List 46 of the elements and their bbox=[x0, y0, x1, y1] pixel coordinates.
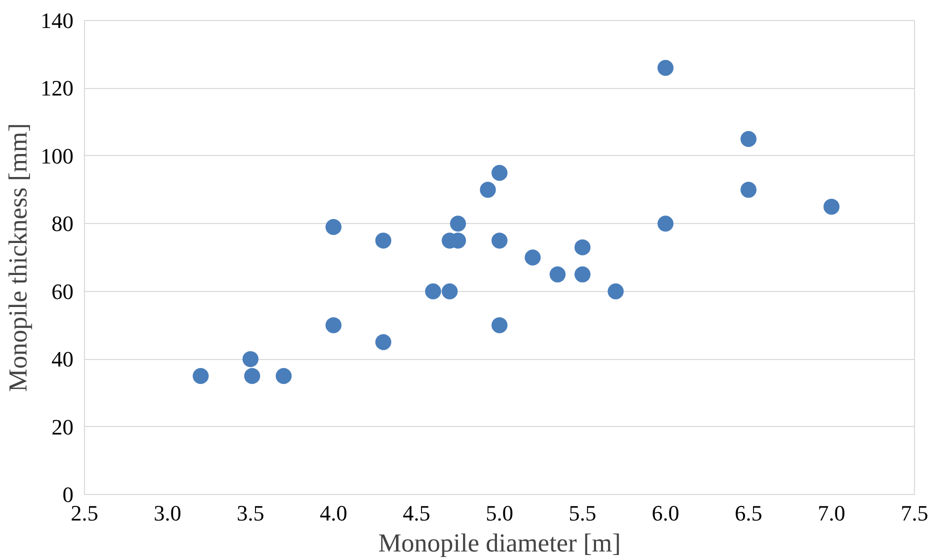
point bbox=[375, 334, 392, 350]
point bbox=[740, 131, 756, 147]
y-tick-label: 60 bbox=[52, 278, 74, 304]
point bbox=[326, 317, 342, 334]
point bbox=[492, 164, 508, 181]
x-tick-label: 4.0 bbox=[320, 500, 348, 526]
point bbox=[550, 266, 566, 282]
point bbox=[242, 351, 258, 368]
point bbox=[375, 232, 392, 249]
x-tick-label: 3.0 bbox=[154, 500, 182, 526]
x-tick-label: 7.0 bbox=[818, 500, 846, 526]
point bbox=[244, 368, 260, 384]
y-axis-title: Monopile thickness [mm] bbox=[4, 123, 32, 392]
x-tick-label: 2.5 bbox=[70, 500, 98, 526]
point bbox=[658, 216, 674, 232]
y-tick-label: 80 bbox=[52, 211, 74, 236]
point bbox=[740, 182, 756, 198]
point bbox=[450, 216, 466, 232]
point bbox=[192, 368, 209, 384]
x-axis-title: Monopile diameter [m] bbox=[378, 528, 621, 558]
x-tick-label: 6.5 bbox=[734, 500, 762, 526]
x-tick-label: 5.0 bbox=[486, 500, 514, 526]
y-tick-label: 40 bbox=[52, 346, 74, 372]
x-tick-label: 6.0 bbox=[652, 500, 680, 526]
y-tick-label: 120 bbox=[40, 76, 74, 101]
point bbox=[480, 182, 496, 198]
point bbox=[608, 283, 624, 300]
y-tick-label: 140 bbox=[40, 8, 74, 33]
y-tick-label: 20 bbox=[52, 414, 74, 440]
point bbox=[425, 283, 442, 300]
point bbox=[276, 368, 292, 384]
point bbox=[524, 250, 541, 266]
point bbox=[574, 266, 590, 282]
x-tick-label: 4.5 bbox=[402, 500, 430, 526]
point bbox=[574, 239, 590, 256]
x-tick-label: 3.5 bbox=[236, 500, 264, 526]
point bbox=[658, 60, 674, 76]
point bbox=[326, 219, 342, 236]
x-tick-label: 7.5 bbox=[900, 500, 928, 526]
point bbox=[824, 198, 840, 215]
x-tick-label: 5.5 bbox=[568, 500, 596, 526]
y-tick-label: 0 bbox=[62, 482, 74, 507]
point bbox=[492, 317, 508, 334]
point bbox=[492, 232, 508, 249]
y-tick-label: 100 bbox=[40, 143, 74, 168]
point bbox=[442, 283, 458, 300]
